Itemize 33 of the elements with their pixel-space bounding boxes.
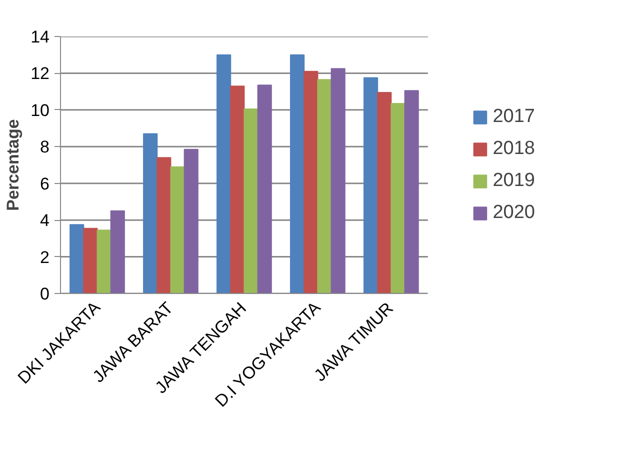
bar: [110, 210, 125, 294]
bar: [216, 54, 232, 294]
bar: [377, 92, 392, 294]
bar: [244, 108, 258, 294]
bar: [83, 228, 98, 294]
bar: [317, 79, 332, 294]
legend-label: 2020: [492, 202, 535, 224]
bar: [330, 68, 346, 294]
legend-label: 2017: [492, 106, 535, 128]
legend-label: 2018: [492, 138, 535, 160]
y-tick-label: 2: [40, 248, 50, 267]
bar: [70, 224, 84, 294]
bar: [96, 230, 112, 294]
bar: [363, 77, 378, 294]
bar: [170, 166, 185, 294]
y-tick-label: 12: [30, 64, 50, 84]
y-tick-label: 8: [40, 138, 50, 157]
y-tick-label: 6: [40, 174, 50, 194]
bar: [304, 70, 318, 294]
bar: [390, 103, 406, 294]
bar: [143, 133, 158, 294]
bar: [404, 90, 419, 294]
bar: [184, 148, 198, 294]
bar: [230, 86, 245, 294]
y-tick-label: 10: [30, 100, 50, 120]
y-axis-title: Percentage: [4, 119, 23, 211]
legend-label: 2019: [492, 170, 535, 192]
y-tick-label: 4: [40, 211, 50, 230]
y-tick-label: 0: [40, 284, 50, 304]
bar: [290, 54, 305, 294]
y-tick-label: 14: [30, 28, 50, 46]
bar: [257, 84, 272, 294]
bar: [156, 157, 172, 294]
